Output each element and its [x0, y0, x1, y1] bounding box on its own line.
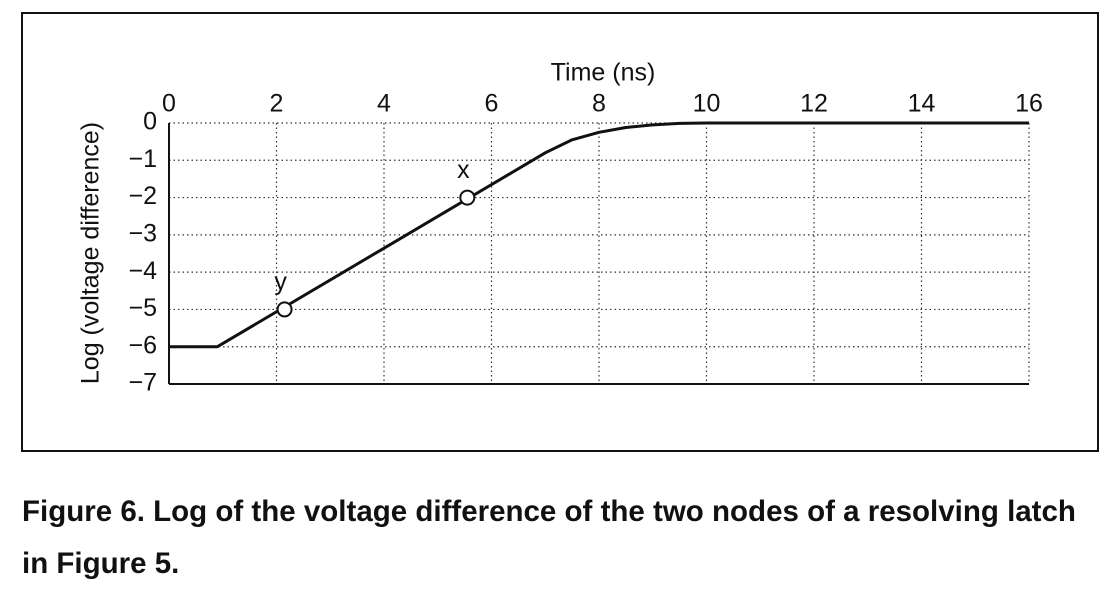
x-tick-label: 14 — [908, 90, 936, 118]
x-tick-label: 8 — [592, 90, 606, 118]
y-tick-label: −6 — [128, 331, 157, 359]
point-label: x — [457, 156, 470, 184]
line — [169, 121, 1029, 349]
frame — [21, 12, 1099, 452]
y-tick-label: −7 — [128, 369, 157, 397]
y-tick-label: −2 — [128, 182, 157, 210]
point-label: y — [274, 268, 287, 296]
x-tick-label: 2 — [270, 90, 284, 118]
page: {"chart_data": {"type": "line", "xlabel"… — [21, 12, 1099, 580]
x-tick-label: 4 — [377, 90, 391, 118]
point-marker — [276, 301, 293, 318]
chart: Time (ns) Log (voltage difference) 0−1−2… — [21, 12, 1099, 452]
y-axis-label: Log (voltage difference) — [77, 122, 105, 384]
caption: Figure 6. Log of the voltage difference … — [22, 495, 1076, 580]
y-tick-label: −5 — [128, 294, 157, 322]
y-tick-label: −4 — [128, 257, 157, 285]
x-axis-label: Time (ns) — [551, 59, 656, 87]
point-marker — [459, 189, 476, 206]
x-tick-label: 16 — [1015, 90, 1043, 118]
x-tick-label: 12 — [800, 90, 828, 118]
y-tick-label: −3 — [128, 219, 157, 247]
x-tick-label: 10 — [693, 90, 721, 118]
x-tick-label: 0 — [162, 90, 176, 118]
y-tick-label: −1 — [128, 145, 157, 173]
y-tick-label: 0 — [143, 108, 157, 136]
x-tick-label: 6 — [485, 90, 499, 118]
